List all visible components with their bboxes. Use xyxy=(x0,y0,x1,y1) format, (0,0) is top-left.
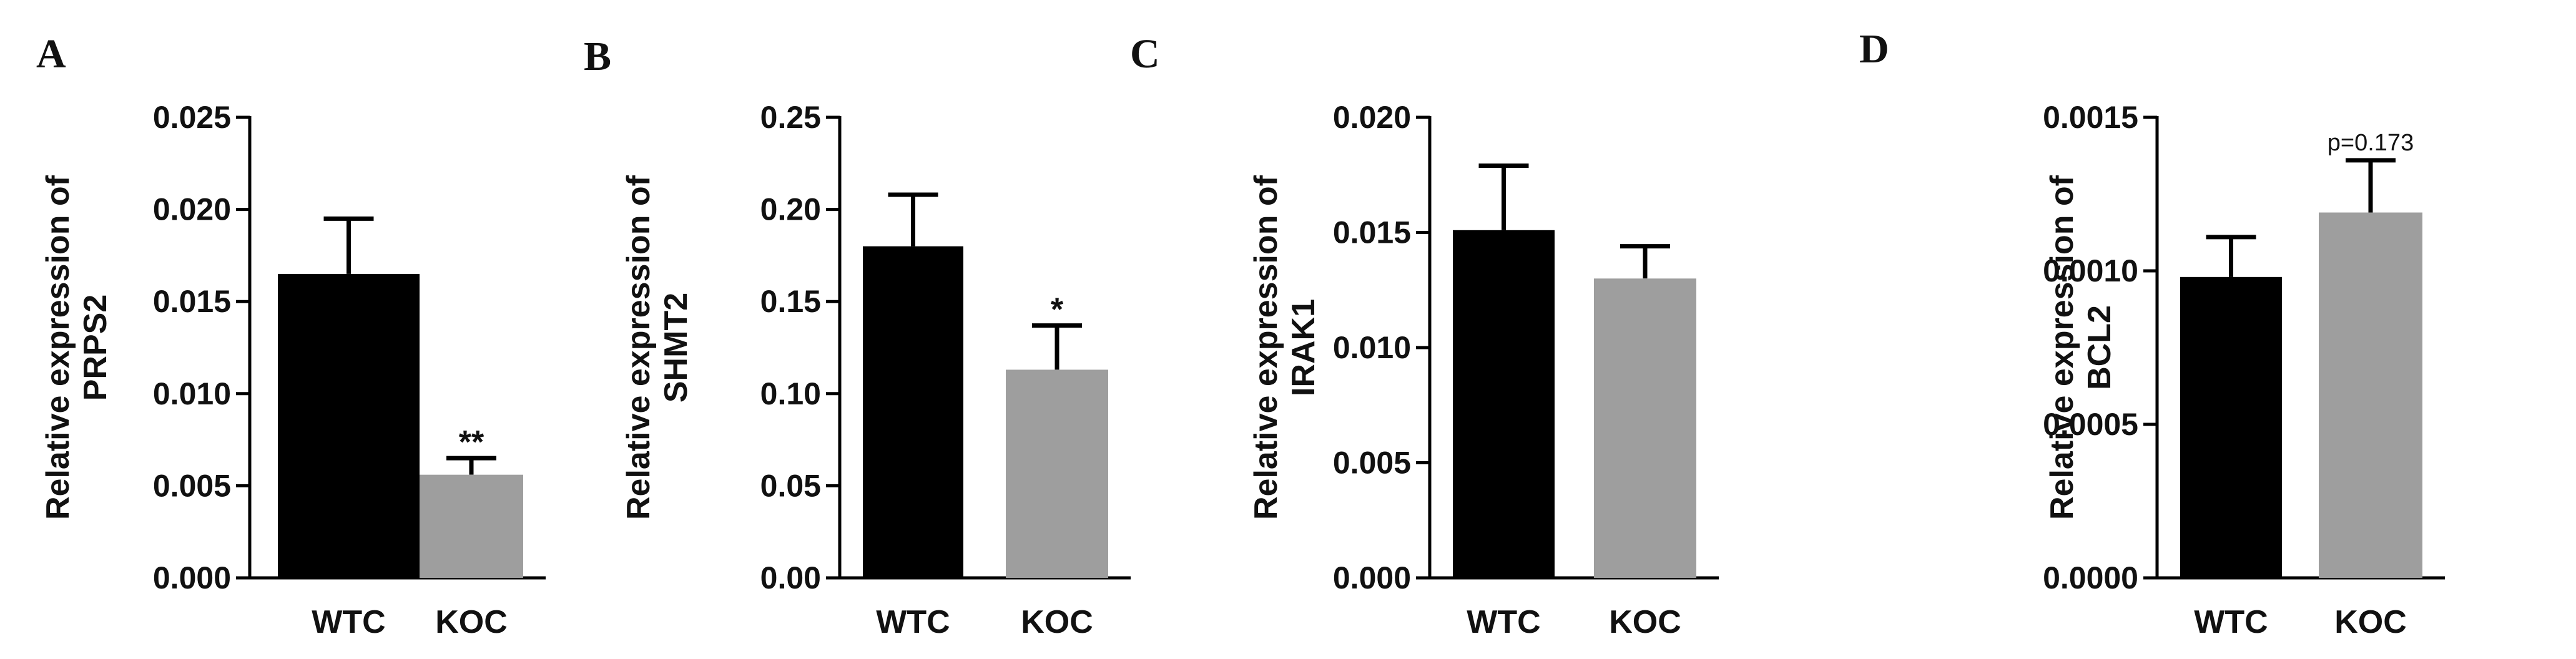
y-tick-label: 0.10 xyxy=(760,376,821,411)
y-axis-title-line-2: PRPS2 xyxy=(77,295,114,401)
panel-a: A Relative expression ofPRPS2 0.000 0.005 0.… xyxy=(36,31,546,640)
bar-koc xyxy=(1006,369,1108,578)
x-category-label: WTC xyxy=(2194,604,2268,640)
y-tick-label: 0.05 xyxy=(760,468,821,503)
y-tick-label: 0.0015 xyxy=(2043,100,2138,135)
panel-letter: A xyxy=(36,31,66,77)
y-tick-label: 0.0010 xyxy=(2043,253,2138,288)
bar-wtc xyxy=(2180,276,2282,578)
bar-wtc xyxy=(1453,230,1555,578)
y-tick-label: 0.005 xyxy=(1333,446,1411,481)
panel-d: D Relative expression ofBCL2 0.0000 0.0005 0… xyxy=(1859,26,2445,640)
y-axis-title: Relative expression ofIRAK1 xyxy=(1248,175,1322,520)
y-axis-title-line-1: Relative expression of xyxy=(2044,175,2080,520)
y-tick-label: 0.15 xyxy=(760,284,821,319)
y-tick-label: 0.000 xyxy=(1333,560,1411,595)
bar-wtc xyxy=(278,273,420,578)
bar-koc xyxy=(420,474,523,578)
panel-letter: C xyxy=(1130,31,1160,77)
panel-c: C Relative expression ofIRAK1 0.000 0.005 0.… xyxy=(1130,31,1719,640)
y-axis-title-line-2: BCL2 xyxy=(2082,305,2118,390)
significance-label: ** xyxy=(459,424,484,461)
x-category-label: KOC xyxy=(1021,604,1093,640)
y-tick-label: 0.015 xyxy=(1333,215,1411,250)
bar-koc xyxy=(2319,212,2422,578)
y-tick-label: 0.015 xyxy=(153,284,231,319)
y-axis-title-line-1: Relative expression of xyxy=(40,175,76,520)
x-category-label: KOC xyxy=(2334,604,2407,640)
y-tick-label: 0.010 xyxy=(1333,330,1411,365)
x-category-label: WTC xyxy=(312,604,385,640)
y-axis-title-line-1: Relative expression of xyxy=(621,175,657,520)
x-category-label: WTC xyxy=(876,604,950,640)
panel-b: B Relative expression ofSHMT2 0.00 0.05 0.10… xyxy=(584,34,1131,640)
panel-letter: D xyxy=(1859,26,1889,72)
x-category-label: KOC xyxy=(435,604,508,640)
y-tick-label: 0.025 xyxy=(153,100,231,135)
significance-label: p=0.173 xyxy=(2328,130,2414,156)
y-tick-label: 0.0005 xyxy=(2043,407,2138,442)
bar-koc xyxy=(1594,278,1696,578)
y-tick-label: 0.00 xyxy=(760,560,821,595)
y-axis-title-line-1: Relative expression of xyxy=(1248,175,1284,520)
bar-wtc xyxy=(863,246,963,578)
y-axis-title: Relative expression ofSHMT2 xyxy=(621,175,694,520)
significance-label: * xyxy=(1051,292,1064,328)
y-axis-title: Relative expression ofBCL2 xyxy=(2044,175,2118,520)
y-axis-title-line-2: IRAK1 xyxy=(1286,299,1322,396)
y-tick-label: 0.20 xyxy=(760,192,821,227)
y-tick-label: 0.020 xyxy=(1333,100,1411,135)
y-tick-label: 0.010 xyxy=(153,376,231,411)
y-tick-label: 0.000 xyxy=(153,560,231,595)
y-axis-title: Relative expression ofPRPS2 xyxy=(40,175,114,520)
y-tick-label: 0.25 xyxy=(760,100,821,135)
y-tick-label: 0.005 xyxy=(153,468,231,503)
y-tick-label: 0.020 xyxy=(153,192,231,227)
y-tick-label: 0.0000 xyxy=(2043,560,2138,595)
x-category-label: WTC xyxy=(1467,604,1540,640)
y-axis-title-line-2: SHMT2 xyxy=(658,293,694,403)
panel-letter: B xyxy=(584,34,611,79)
x-category-label: KOC xyxy=(1609,604,1681,640)
